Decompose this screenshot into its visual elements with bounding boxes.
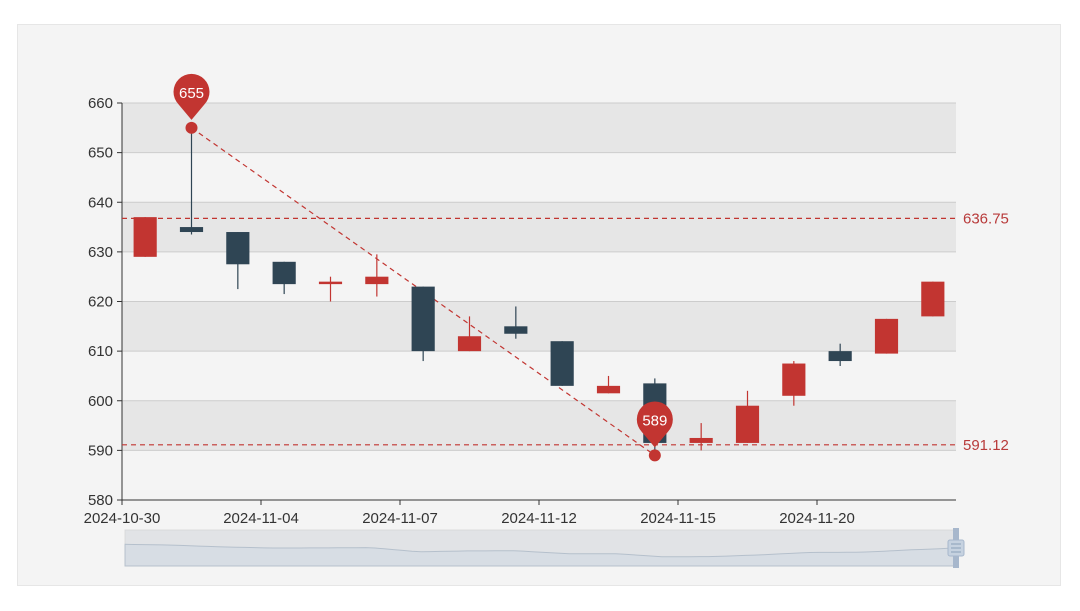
axes: 580 590 600 610 620 630 640 650 660 2024-10-30 202… [84,95,956,527]
y-tick-label: 610 [88,343,113,360]
grid-band [122,301,956,352]
zoom-slider[interactable] [124,528,965,568]
candle-body [689,437,713,443]
candle-body [457,336,482,352]
slider-overview-area [124,543,959,567]
x-tick-label: 2024-11-12 [501,510,577,527]
y-tick-label: 660 [88,95,113,112]
candle-body [133,217,157,257]
candle [735,390,760,443]
candle [921,281,945,317]
y-tick-label: 640 [88,194,113,211]
candle [226,232,250,290]
mark-point: 655 [173,73,210,134]
candle-body [272,261,296,285]
candle-body [550,341,574,386]
x-tick-label: 2024-11-20 [779,510,855,527]
candle [596,375,621,394]
candle-body [828,351,852,362]
slider-selection[interactable] [125,530,958,566]
candle-body [226,232,250,265]
grid-band [122,103,956,153]
candle [874,318,899,354]
reference-lines: 636.75 591.12 [122,210,1009,454]
mark-point-pin [173,73,210,120]
grid-lines [122,102,956,501]
mark-point: 589 [636,401,673,462]
x-tick-label: 2024-11-15 [640,510,716,527]
candle [365,254,389,297]
candle-body [179,227,204,233]
candle-body [735,405,760,443]
mark-point-pin [636,401,673,448]
mark-points: 655 589 [173,73,673,462]
y-tick-label: 600 [88,393,113,410]
candle [782,361,806,406]
candle-body [921,281,945,317]
mark-point-label: 589 [642,412,667,429]
x-tick-label: 2024-11-07 [362,510,438,527]
candle [457,316,482,352]
mark-point-dot [185,121,198,134]
y-tick-label: 620 [88,294,113,311]
y-tick-label: 630 [88,244,113,261]
mark-point-label: 655 [179,85,204,102]
mark-point-dot [648,449,661,462]
reference-line-label: 591.12 [963,437,1009,454]
candle-body [365,276,389,285]
candle-body [411,286,435,352]
x-tick-label: 2024-10-30 [84,510,161,527]
candle-body [782,363,806,396]
y-tick-label: 650 [88,145,113,162]
grid-band [122,202,956,252]
candle [411,286,435,362]
candle [318,276,343,302]
background-bands [122,103,956,451]
candle [179,127,204,235]
x-tick-label: 2024-11-04 [223,510,299,527]
candle-body [504,326,528,334]
candle-body [318,281,343,285]
candle [689,423,713,451]
candle [550,341,574,386]
candle [133,217,157,257]
candle-body [596,385,621,394]
reference-line-label: 636.75 [963,210,1009,227]
y-tick-label: 580 [88,492,113,509]
candle [504,306,528,339]
candle-body [874,318,899,354]
y-tick-label: 590 [88,442,113,459]
candle [828,343,852,367]
grid-band [122,400,956,451]
candle [272,261,296,295]
